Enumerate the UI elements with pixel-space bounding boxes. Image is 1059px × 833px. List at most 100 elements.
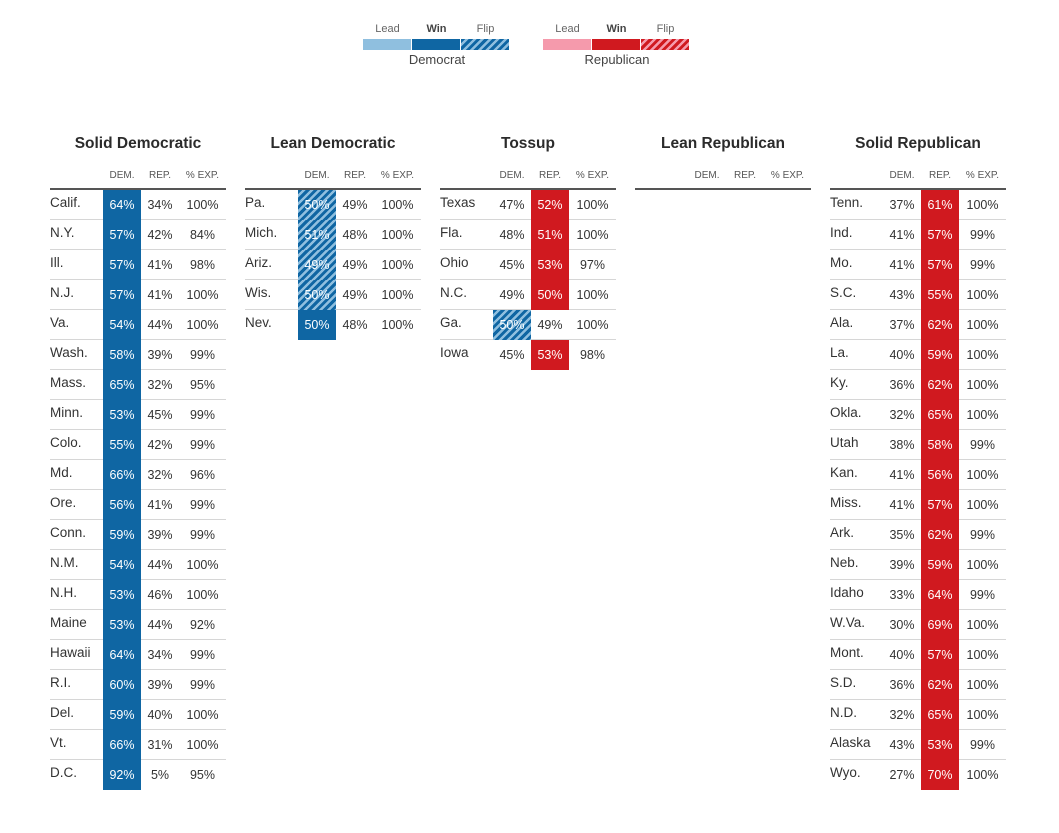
table-row: Colo. 55% 42% 99% [50, 430, 226, 460]
rep-value: 65% [921, 400, 959, 430]
exp-value: 100% [186, 558, 219, 572]
column-title: Solid Republican [855, 135, 981, 152]
exp-value: 99% [189, 498, 216, 512]
state-name: Iowa [440, 345, 469, 360]
state-name: D.C. [50, 765, 77, 780]
table-row: D.C. 92% 5% 95% [50, 760, 226, 790]
dem-value: 41% [889, 498, 915, 512]
header-exp: % EXP. [965, 170, 1000, 181]
table-row: Conn. 59% 39% 99% [50, 520, 226, 550]
dem-value: 33% [889, 588, 915, 602]
table-row: W.Va. 30% 69% 100% [830, 610, 1006, 640]
table-row: Ala. 37% 62% 100% [830, 310, 1006, 340]
dem-value: 37% [889, 198, 915, 212]
table-row: Ky. 36% 62% 100% [830, 370, 1006, 400]
rep-value: 42% [147, 228, 173, 242]
exp-value: 100% [381, 198, 414, 212]
table-row: Mich. 51% 48% 100% [245, 220, 421, 250]
exp-value: 100% [966, 498, 999, 512]
table-row: N.H. 53% 46% 100% [50, 580, 226, 610]
exp-value: 100% [966, 678, 999, 692]
rep-value: 44% [147, 558, 173, 572]
dem-value: 51% [298, 220, 336, 250]
dem-value: 45% [499, 258, 525, 272]
rep-value: 62% [921, 370, 959, 400]
exp-value: 100% [966, 648, 999, 662]
state-name: Wash. [50, 345, 88, 360]
column-lean-democratic: Lean Democratic DEM. REP.% EXP. Pa. 50% 49% 10… [245, 134, 421, 340]
state-name: N.Y. [50, 225, 75, 240]
exp-value: 98% [579, 348, 606, 362]
exp-value: 99% [969, 258, 996, 272]
dem-value: 50% [493, 310, 531, 340]
rep-value: 32% [147, 468, 173, 482]
state-name: Ill. [50, 255, 64, 270]
table-row: Pa. 50% 49% 100% [245, 190, 421, 220]
table-row: Ind. 41% 57% 99% [830, 220, 1006, 250]
state-name: N.C. [440, 285, 467, 300]
state-name: W.Va. [830, 615, 866, 630]
rep-value: 59% [921, 550, 959, 580]
header-rep: REP. [343, 170, 367, 181]
state-name: N.M. [50, 555, 79, 570]
state-name: Wis. [245, 285, 272, 300]
column-tossup: Tossup DEM. REP. % EXP. Texas 47% 52% 100% Fla. 4… [440, 134, 616, 370]
state-name: Ky. [830, 375, 849, 390]
state-name: Idaho [830, 585, 864, 600]
header-rep: REP. [928, 170, 952, 181]
dem-value: 53% [103, 610, 141, 640]
exp-value: 100% [576, 288, 609, 302]
table-row: La. 40% 59% 100% [830, 340, 1006, 370]
rep-value: 56% [921, 460, 959, 490]
table-row: Minn. 53% 45% 99% [50, 400, 226, 430]
exp-value: 99% [189, 438, 216, 452]
table-row: Mo. 41% 57% 99% [830, 250, 1006, 280]
table-row: Vt. 66% 31% 100% [50, 730, 226, 760]
table-row: Idaho 33% 64% 99% [830, 580, 1006, 610]
exp-value: 100% [966, 768, 999, 782]
table-row: Mont. 40% 57% 100% [830, 640, 1006, 670]
dem-value: 59% [103, 520, 141, 550]
header-dem: DEM. [109, 170, 135, 181]
state-name: Mont. [830, 645, 864, 660]
table-row: S.D. 36% 62% 100% [830, 670, 1006, 700]
header-exp: % EXP. [185, 170, 220, 181]
rep-value: 32% [147, 378, 173, 392]
state-name: N.H. [50, 585, 77, 600]
legend-dem-lead-swatch [363, 39, 411, 50]
rep-value: 39% [147, 528, 173, 542]
legend-party-label: Republican [584, 52, 650, 67]
table-row: Ore. 56% 41% 99% [50, 490, 226, 520]
state-name: Ind. [830, 225, 853, 240]
exp-value: 99% [189, 678, 216, 692]
legend-rep-flip-swatch [641, 39, 689, 50]
dem-value: 60% [103, 670, 141, 700]
state-name: Ariz. [245, 255, 272, 270]
dem-value: 92% [103, 760, 141, 790]
column-header: DEM. REP. % EXP. [50, 168, 226, 190]
state-name: N.D. [830, 705, 857, 720]
rep-value: 48% [342, 228, 368, 242]
dem-value: 40% [889, 348, 915, 362]
dem-value: 27% [889, 768, 915, 782]
header-rep: REP. [733, 170, 757, 181]
exp-value: 96% [189, 468, 216, 482]
rep-value: 59% [921, 340, 959, 370]
rep-value: 49% [342, 258, 368, 272]
table-row: Del. 59% 40% 100% [50, 700, 226, 730]
exp-value: 100% [966, 288, 999, 302]
exp-value: 100% [966, 378, 999, 392]
exp-value: 100% [381, 318, 414, 332]
exp-value: 100% [576, 198, 609, 212]
exp-value: 99% [969, 588, 996, 602]
dem-value: 65% [103, 370, 141, 400]
dem-value: 40% [889, 648, 915, 662]
state-name: Ala. [830, 315, 854, 330]
dem-value: 59% [103, 700, 141, 730]
legend-swatches [363, 39, 511, 50]
rep-value: 70% [921, 760, 959, 790]
state-name: S.D. [830, 675, 857, 690]
table-row: Hawaii 64% 34% 99% [50, 640, 226, 670]
legend-flip-label: Flip [656, 23, 675, 35]
table-row: R.I. 60% 39% 99% [50, 670, 226, 700]
